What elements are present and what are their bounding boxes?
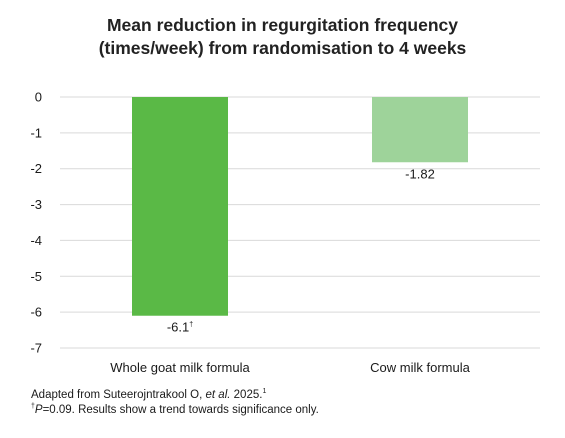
chart-title-line-2: (times/week) from randomisation to 4 wee… — [98, 38, 467, 58]
chart-title-line-1: Mean reduction in regurgitation frequenc… — [106, 15, 458, 35]
bar — [372, 97, 468, 163]
data-label-value: -1.82 — [405, 166, 435, 181]
footnotes: Adapted from Suteerojntrakool O, et al. … — [31, 388, 319, 418]
data-label-value: -6.1 — [167, 320, 189, 335]
footnote-p-symbol: P — [34, 404, 43, 416]
footnote-source: Adapted from Suteerojntrakool O, et al. … — [31, 388, 319, 403]
footnote-source-etal: et al. — [205, 389, 231, 401]
footnote-significance-text: =0.09. Results show a trend towards sign… — [42, 404, 319, 416]
data-label-superscript: † — [189, 322, 193, 329]
footnote-significance: †P=0.09. Results show a trend towards si… — [31, 403, 319, 418]
footnote-dagger: † — [31, 403, 35, 411]
bar — [132, 97, 228, 316]
y-tick-label: -5 — [30, 269, 42, 284]
y-tick-label: 0 — [35, 90, 42, 105]
x-category-label: Cow milk formula — [370, 360, 470, 375]
y-tick-label: -4 — [30, 233, 42, 248]
footnote-source-text: Adapted from Suteerojntrakool O, — [31, 389, 206, 401]
y-tick-label: -6 — [30, 305, 42, 320]
chart-title: Mean reduction in regurgitation frequenc… — [0, 14, 565, 60]
footnote-source-ref: 1 — [262, 388, 267, 396]
x-category-label: Whole goat milk formula — [110, 360, 250, 375]
data-label: -1.82 — [405, 166, 435, 181]
y-tick-label: -1 — [30, 125, 42, 140]
y-tick-label: -2 — [30, 161, 42, 176]
data-label: -6.1† — [167, 320, 193, 335]
y-tick-label: -3 — [30, 197, 42, 212]
y-tick-label: -7 — [30, 341, 42, 356]
footnote-source-year: 2025. — [230, 389, 263, 401]
